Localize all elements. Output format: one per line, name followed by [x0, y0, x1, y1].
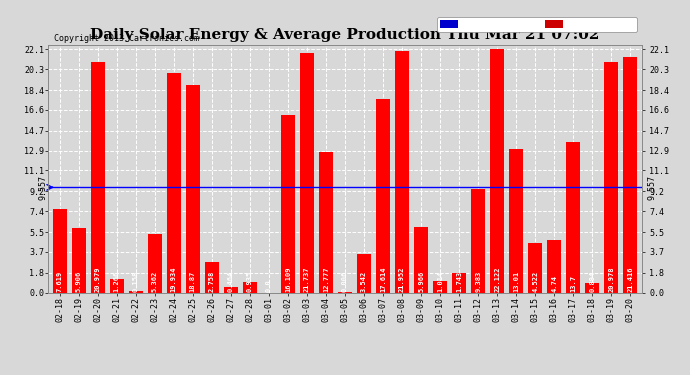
Text: 18.87: 18.87 — [190, 271, 196, 292]
Bar — [471, 189, 485, 292]
Text: 9.557: 9.557 — [648, 175, 657, 200]
Text: 9.557: 9.557 — [39, 175, 48, 200]
Text: 5.966: 5.966 — [418, 271, 424, 292]
Bar — [452, 273, 466, 292]
Text: 0.935: 0.935 — [247, 271, 253, 292]
Text: 0.894: 0.894 — [589, 271, 595, 292]
Text: 0.158: 0.158 — [132, 271, 139, 292]
Bar — [566, 142, 580, 292]
Text: 13.01: 13.01 — [513, 271, 519, 292]
Bar — [509, 149, 523, 292]
Text: 1.014: 1.014 — [437, 271, 443, 292]
Text: 21.952: 21.952 — [399, 267, 405, 292]
Text: 5.906: 5.906 — [76, 271, 81, 292]
Bar — [433, 281, 447, 292]
Bar — [243, 282, 257, 292]
Text: 3.542: 3.542 — [361, 271, 367, 292]
Bar — [186, 85, 200, 292]
Bar — [281, 115, 295, 292]
Bar — [90, 62, 105, 292]
Bar — [148, 234, 162, 292]
Bar — [585, 283, 600, 292]
Bar — [52, 209, 67, 292]
Bar — [128, 291, 143, 292]
Bar — [490, 49, 504, 292]
Bar — [319, 152, 333, 292]
Text: 22.122: 22.122 — [494, 267, 500, 292]
Bar — [528, 243, 542, 292]
Text: 20.979: 20.979 — [95, 267, 101, 292]
Text: 4.74: 4.74 — [551, 275, 558, 292]
Bar — [357, 254, 371, 292]
Text: 21.737: 21.737 — [304, 267, 310, 292]
Bar — [72, 228, 86, 292]
Text: 0.0: 0.0 — [266, 279, 272, 292]
Text: 2.758: 2.758 — [209, 271, 215, 292]
Text: 0.464: 0.464 — [228, 271, 234, 292]
Bar — [623, 57, 638, 292]
Bar — [300, 53, 314, 292]
Bar — [205, 262, 219, 292]
Text: Copyright 2013 Cartronics.com: Copyright 2013 Cartronics.com — [55, 33, 199, 42]
Text: 16.109: 16.109 — [285, 267, 291, 292]
Text: 17.614: 17.614 — [380, 267, 386, 292]
Text: 13.7: 13.7 — [570, 275, 576, 292]
Title: Daily Solar Energy & Average Production Thu Mar 21 07:02: Daily Solar Energy & Average Production … — [90, 28, 600, 42]
Text: 20.978: 20.978 — [609, 267, 614, 292]
Text: 21.416: 21.416 — [627, 267, 633, 292]
Bar — [110, 279, 124, 292]
Text: 4.522: 4.522 — [532, 271, 538, 292]
Bar — [395, 51, 409, 292]
Text: 7.619: 7.619 — [57, 271, 63, 292]
Bar — [224, 287, 238, 292]
Legend: Average  (kWh), Daily  (kWh): Average (kWh), Daily (kWh) — [437, 17, 637, 32]
Text: 19.934: 19.934 — [171, 267, 177, 292]
Text: 1.743: 1.743 — [456, 271, 462, 292]
Bar — [376, 99, 390, 292]
Text: 9.383: 9.383 — [475, 271, 481, 292]
Bar — [604, 62, 618, 292]
Text: 1.266: 1.266 — [114, 271, 120, 292]
Bar — [414, 227, 428, 292]
Text: 0.006: 0.006 — [342, 271, 348, 292]
Text: 5.362: 5.362 — [152, 271, 158, 292]
Bar — [167, 73, 181, 292]
Text: 12.777: 12.777 — [323, 267, 329, 292]
Bar — [547, 240, 562, 292]
